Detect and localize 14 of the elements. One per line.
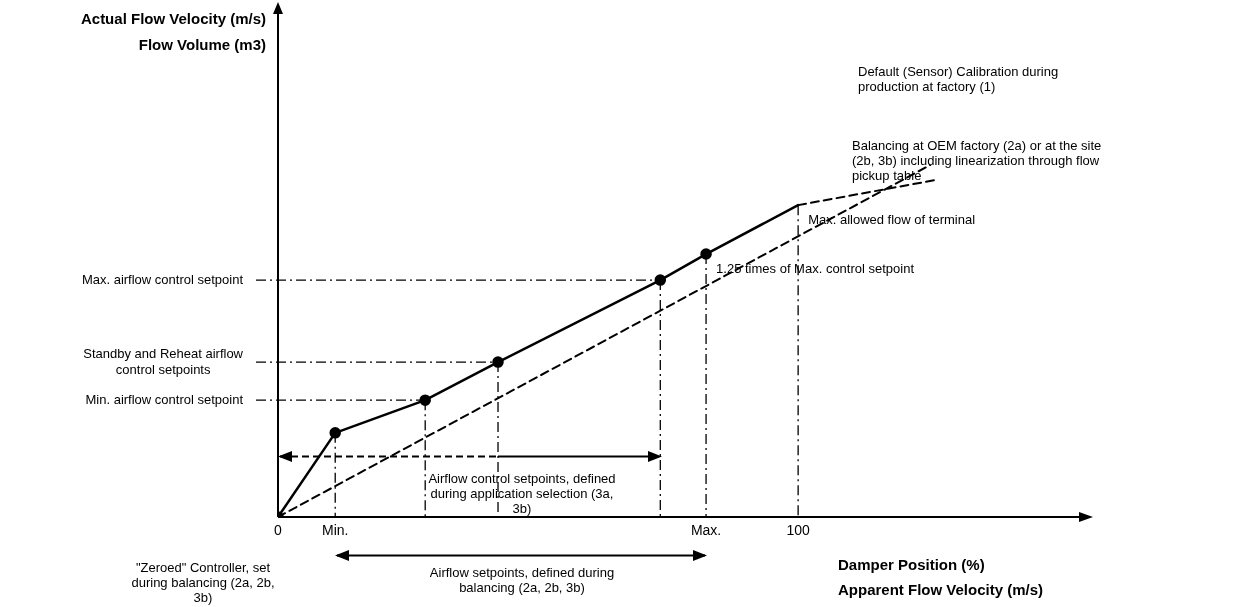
- x-tick-label: 100: [786, 522, 811, 539]
- ref-line-label: Standby and Reheat airflow control setpoints: [83, 345, 244, 377]
- text: Default (Sensor) Calibration during production at factory (1): [858, 63, 1059, 94]
- annotation: Airflow control setpoints, defined during application selection (3a, 3b): [428, 470, 616, 516]
- ref-line-label: Max. airflow control setpoint: [81, 271, 244, 287]
- text: Airflow setpoints, defined during balancing (2a, 2b, 3b): [429, 564, 615, 595]
- text: "Zeroed" Controller, set during balancing (2a, 2b, 3b): [131, 559, 275, 605]
- ref-line-label: Min. airflow control setpoint: [85, 391, 244, 407]
- x-tick-label: Min.: [321, 522, 349, 539]
- x-axis-title: Damper Position (%) Apparent Flow Velocity (m/s): [838, 556, 1044, 599]
- x-tick-label: Max.: [690, 522, 722, 539]
- annotation: Balancing at OEM factory (2a) or at the site (2b, 3b) including linearization through flow pickup table: [852, 137, 1102, 183]
- text: Actual Flow Velocity (m/s) Flow Volume (m3): [80, 10, 266, 54]
- x-tick-label: 0: [274, 522, 283, 539]
